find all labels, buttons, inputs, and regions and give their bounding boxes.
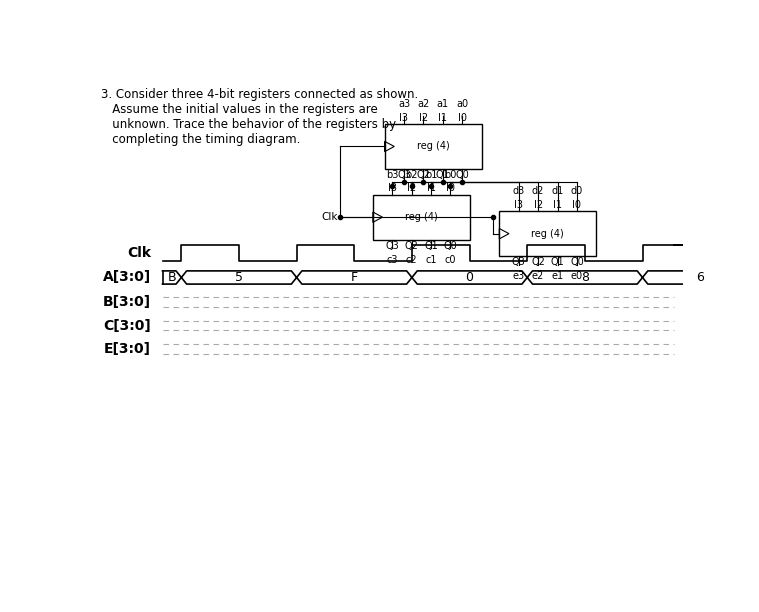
Text: reg (4): reg (4)	[417, 141, 449, 152]
Text: I0: I0	[458, 113, 467, 122]
Text: a2: a2	[417, 99, 430, 109]
Text: e2: e2	[532, 271, 544, 281]
Bar	[385, 124, 482, 169]
Text: Clk: Clk	[321, 212, 338, 222]
Text: d0: d0	[571, 186, 583, 196]
Text: b0: b0	[444, 170, 457, 180]
Text: Q2: Q2	[417, 170, 430, 181]
Text: A[3:0]: A[3:0]	[102, 271, 151, 285]
Text: Q2: Q2	[531, 258, 545, 267]
Text: e0: e0	[571, 271, 583, 281]
Text: Q1: Q1	[436, 170, 449, 181]
Text: b2: b2	[405, 170, 418, 180]
Text: I1: I1	[427, 184, 436, 193]
Text: I2: I2	[534, 200, 543, 210]
Text: Q2: Q2	[405, 241, 418, 251]
Text: reg (4): reg (4)	[405, 212, 438, 222]
Text: Q0: Q0	[570, 258, 584, 267]
Bar	[499, 211, 597, 256]
Text: I1: I1	[553, 200, 562, 210]
Text: Q3: Q3	[386, 241, 399, 251]
Text: 0: 0	[465, 271, 474, 284]
Text: F: F	[351, 271, 357, 284]
Text: d3: d3	[512, 186, 524, 196]
Text: Clk: Clk	[127, 245, 151, 259]
Text: reg (4): reg (4)	[531, 229, 564, 239]
Text: I3: I3	[388, 184, 397, 193]
Text: Q1: Q1	[424, 241, 438, 251]
Text: 5: 5	[235, 271, 243, 284]
Text: Q0: Q0	[443, 241, 458, 251]
Text: I0: I0	[446, 184, 455, 193]
Text: I1: I1	[438, 113, 447, 122]
Text: C[3:0]: C[3:0]	[103, 319, 151, 332]
Text: B[3:0]: B[3:0]	[102, 295, 151, 309]
Text: I2: I2	[419, 113, 428, 122]
Text: c2: c2	[406, 255, 417, 264]
Text: e3: e3	[512, 271, 524, 281]
Text: 8: 8	[581, 271, 589, 284]
Text: a1: a1	[436, 99, 449, 109]
Text: B: B	[168, 271, 176, 284]
Text: c1: c1	[425, 255, 436, 264]
Text: a3: a3	[398, 99, 410, 109]
Text: I3: I3	[399, 113, 408, 122]
Text: Q1: Q1	[550, 258, 565, 267]
Bar	[373, 195, 470, 239]
Text: Q3: Q3	[397, 170, 411, 181]
Text: c3: c3	[386, 255, 398, 264]
Text: a0: a0	[456, 99, 468, 109]
Text: Q0: Q0	[455, 170, 469, 181]
Text: e1: e1	[552, 271, 564, 281]
Text: c0: c0	[445, 255, 456, 264]
Text: 3. Consider three 4-bit registers connected as shown.
   Assume the initial valu: 3. Consider three 4-bit registers connec…	[101, 88, 418, 146]
Text: Q3: Q3	[512, 258, 525, 267]
Text: b3: b3	[386, 170, 398, 180]
Text: E[3:0]: E[3:0]	[104, 342, 151, 356]
Text: d1: d1	[551, 186, 564, 196]
Text: b1: b1	[425, 170, 437, 180]
Text: d2: d2	[532, 186, 544, 196]
Text: I2: I2	[407, 184, 416, 193]
Text: 6: 6	[696, 271, 704, 284]
Text: I0: I0	[572, 200, 581, 210]
Text: I3: I3	[514, 200, 523, 210]
